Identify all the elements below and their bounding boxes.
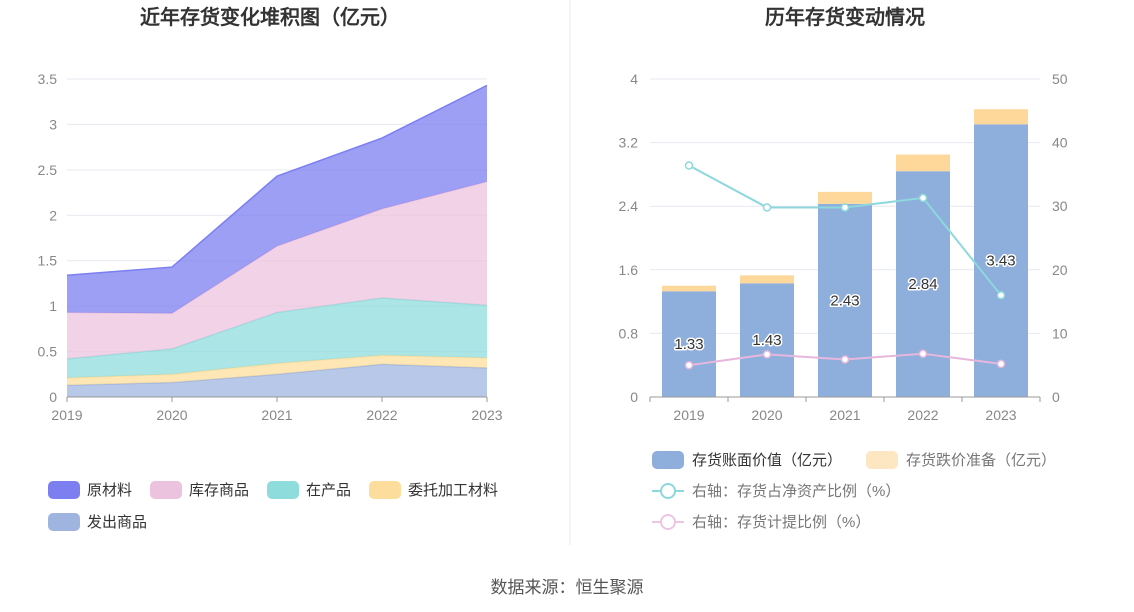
stacked-area-chart: 近年存货变化堆积图（亿元） 00.511.522.533.5 2019 2020 2… — [38, 5, 503, 531]
legend-label: 发出商品 — [87, 514, 147, 531]
line-point — [762, 350, 772, 359]
left-x-tick: 2023 — [471, 407, 502, 423]
right-legend: 存货账面价值（亿元） 存货跌价准备（亿元） 右轴：存货占净资产比例（%） 右轴：存货计… — [652, 451, 1056, 531]
left-y-tick: 2 — [49, 207, 57, 223]
legend-swatch-在产品 — [267, 481, 299, 499]
line-point — [684, 161, 694, 170]
legend-label: 原材料 — [87, 482, 132, 499]
bar-value-label: 3.43 — [986, 253, 1015, 270]
bar-impairment-provision — [896, 154, 950, 172]
bar-impairment-provision — [740, 275, 794, 284]
bar-inventory-book-value — [818, 203, 872, 397]
right-right-y-tick: 30 — [1052, 198, 1068, 214]
legend-swatch-委托加工材料 — [369, 481, 401, 499]
bar-inventory-book-value — [896, 171, 950, 397]
line-point — [840, 203, 850, 212]
line-point — [996, 290, 1006, 300]
data-source: 数据来源：恒生聚源 — [491, 578, 644, 597]
legend-swatch-发出商品 — [48, 513, 80, 531]
left-x-tick: 2020 — [156, 407, 187, 423]
line-point — [918, 349, 928, 359]
bar-value-label: 2.43 — [830, 292, 859, 309]
right-axis: 2019 2020 2021 2022 2023 — [649, 396, 1041, 423]
legend-label: 在产品 — [306, 482, 351, 499]
bar-impairment-provision — [818, 191, 872, 204]
left-y-tick: 3 — [49, 116, 57, 132]
area-原材料 — [67, 85, 487, 314]
bar-inventory-book-value — [974, 124, 1028, 397]
bar-value-label: 1.33 — [674, 336, 703, 353]
right-x-tick: 2021 — [829, 407, 860, 423]
left-y-tick: 0.5 — [38, 344, 58, 360]
left-y-tick: 1 — [49, 298, 57, 314]
left-y-tick: 1.5 — [38, 253, 58, 269]
left-y-tick: 3.5 — [38, 71, 58, 87]
legend-swatch-原材料 — [48, 481, 80, 499]
right-left-y-tick: 0 — [630, 389, 638, 405]
right-left-y-tick: 2.4 — [619, 198, 639, 214]
left-x-tick: 2022 — [366, 407, 397, 423]
legend-label: 右轴：存货计提比例（%） — [692, 514, 870, 531]
left-areas — [66, 84, 488, 397]
left-axis: 2019 2020 2021 2022 2023 — [51, 396, 503, 423]
line-point — [996, 359, 1006, 369]
right-left-y-tick: 0.8 — [619, 325, 639, 341]
legend-label: 右轴：存货占净资产比例（%） — [692, 483, 900, 500]
right-x-tick: 2022 — [907, 407, 938, 423]
left-y-tick: 0 — [49, 389, 57, 405]
legend-swatch-provision — [866, 451, 898, 469]
right-chart-title: 历年存货变动情况 — [765, 5, 925, 29]
legend-line-marker — [660, 514, 676, 530]
right-left-y-tick: 3.2 — [619, 135, 639, 151]
area-edge-原材料 — [66, 84, 488, 276]
right-right-y-tick: 20 — [1052, 262, 1068, 278]
legend-label: 委托加工材料 — [408, 482, 498, 499]
left-x-tick: 2019 — [51, 407, 82, 423]
bar-value-label: 1.43 — [752, 332, 781, 349]
legend-label: 存货账面价值（亿元） — [692, 452, 842, 469]
line-point — [684, 360, 694, 370]
legend-swatch-book-value — [652, 451, 684, 469]
right-x-tick: 2023 — [985, 407, 1016, 423]
right-x-tick: 2020 — [751, 407, 782, 423]
legend-label: 存货跌价准备（亿元） — [906, 452, 1056, 469]
right-left-y-tick: 4 — [630, 71, 638, 87]
area-发出商品 — [67, 364, 487, 397]
area-库存商品 — [67, 181, 487, 359]
left-x-tick: 2021 — [261, 407, 292, 423]
right-right-y-tick: 10 — [1052, 325, 1068, 341]
area-委托加工材料 — [67, 355, 487, 386]
bar-inventory-book-value — [662, 291, 716, 397]
right-right-y-tick: 50 — [1052, 71, 1068, 87]
bar-impairment-provision — [662, 285, 716, 292]
line-point — [840, 355, 850, 364]
right-bar-labels: 1.33 1.43 2.43 2.84 3.43 — [673, 251, 1017, 354]
left-y-tick: 2.5 — [38, 162, 58, 178]
right-right-y-tick: 40 — [1052, 135, 1068, 151]
bar-value-label: 2.84 — [908, 276, 937, 293]
line-point — [762, 203, 772, 212]
left-chart-title: 近年存货变化堆积图（亿元） — [140, 5, 400, 29]
legend-line-marker — [660, 483, 676, 499]
right-lines — [684, 161, 1006, 370]
right-x-tick: 2019 — [673, 407, 704, 423]
legend-label: 库存商品 — [189, 482, 249, 499]
bar-impairment-provision — [974, 109, 1028, 125]
bar-inventory-book-value — [740, 283, 794, 397]
area-在产品 — [67, 297, 487, 378]
right-bars — [662, 109, 1028, 397]
legend-swatch-库存商品 — [150, 481, 182, 499]
right-right-y-tick: 0 — [1052, 389, 1060, 405]
line-point — [918, 193, 928, 203]
right-left-y-tick: 1.6 — [619, 262, 639, 278]
